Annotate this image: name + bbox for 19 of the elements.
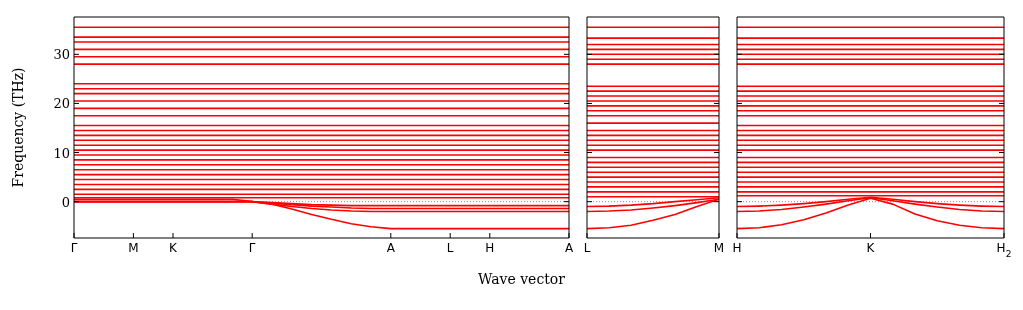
x-tick-label: K (169, 241, 179, 255)
x-tick-label: H (485, 241, 495, 255)
x-tick-label: L (446, 241, 454, 255)
x-tick-label: A (386, 241, 396, 255)
x-tick-label: Γ (248, 241, 256, 255)
x-tick-label: M (713, 241, 725, 255)
y-tick-label: 0 (61, 194, 70, 210)
x-tick-label: H$_{2}$ (996, 241, 1012, 259)
y-tick-label: 30 (53, 47, 70, 63)
x-tick-label: L (583, 241, 591, 255)
y-axis-title: Frequency (THz) (9, 67, 26, 188)
x-tick-label: Γ (70, 241, 78, 255)
x-tick-label: A (564, 241, 574, 255)
x-tick-label: H (732, 241, 742, 255)
x-axis-title: Wave vector (478, 271, 566, 287)
x-tick-label: K (866, 241, 876, 255)
x-tick-label: M (128, 241, 139, 255)
y-tick-label: 10 (53, 145, 70, 161)
y-tick-label: 20 (53, 96, 70, 112)
